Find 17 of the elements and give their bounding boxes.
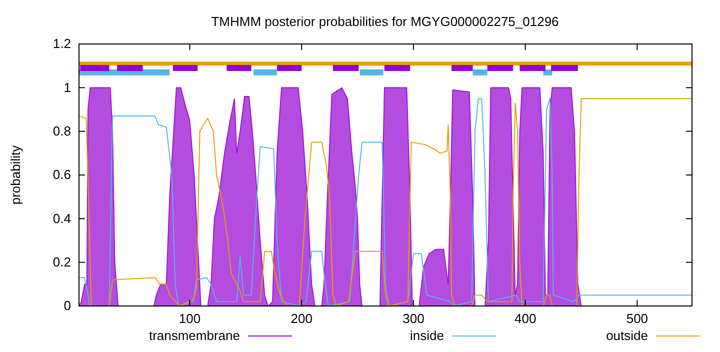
legend-label: transmembrane bbox=[148, 328, 240, 343]
y-tick-label: 0 bbox=[64, 298, 71, 314]
x-tick-label: 500 bbox=[626, 311, 648, 326]
y-tick-label: 0.4 bbox=[52, 210, 71, 226]
x-tick-label: 100 bbox=[178, 311, 201, 326]
x-tick-label: 400 bbox=[514, 311, 536, 326]
y-tick-label: 0.6 bbox=[52, 167, 71, 182]
chart-title: TMHMM posterior probabilities for MGYG000002275_01296 bbox=[211, 14, 559, 29]
y-tick-label: 0.8 bbox=[52, 123, 71, 138]
legend-label: inside bbox=[410, 328, 444, 343]
y-tick-label: 1 bbox=[64, 80, 71, 95]
x-tick-label: 200 bbox=[290, 311, 312, 326]
x-tick-label: 300 bbox=[402, 311, 424, 326]
legend-label: outside bbox=[606, 328, 648, 343]
y-axis-title: probability bbox=[8, 144, 23, 205]
y-tick-label: 1.2 bbox=[52, 36, 71, 52]
y-tick-label: 0.2 bbox=[52, 254, 71, 270]
